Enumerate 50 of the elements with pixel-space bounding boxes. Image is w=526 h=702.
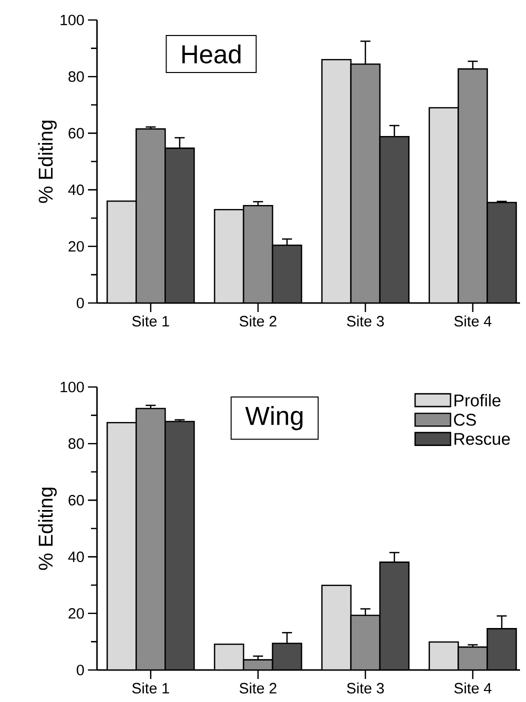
- x-tick-label: Site 2: [240, 682, 276, 694]
- x-tick-label: Site 1: [132, 316, 170, 326]
- y-tick-label: 100: [60, 14, 84, 26]
- y-tick-label: 80: [68, 71, 84, 82]
- bar: [350, 615, 380, 670]
- legend-label: CS: [454, 414, 476, 426]
- bar: [214, 644, 244, 670]
- y-tick-label: 20: [68, 608, 84, 619]
- y-tick-label: 40: [68, 552, 84, 562]
- bar: [272, 643, 302, 670]
- bar: [428, 641, 459, 670]
- legend-label: Rescue: [454, 433, 510, 445]
- y-tick-label: 80: [68, 438, 84, 449]
- legend-label: Profile: [454, 394, 500, 406]
- bar: [458, 646, 488, 670]
- bar: [165, 422, 194, 670]
- bar: [107, 201, 136, 303]
- y-tick-label: 60: [68, 494, 84, 506]
- text: Wing: [245, 406, 302, 430]
- y-tick-label: 20: [68, 241, 84, 252]
- bar: [486, 202, 517, 303]
- bar: [272, 245, 302, 303]
- text: Head: [182, 44, 240, 64]
- bar: [136, 128, 166, 303]
- x-tick-label: Site 2: [240, 316, 276, 326]
- bar: [107, 422, 136, 670]
- bar: [165, 148, 194, 303]
- bar: [322, 585, 351, 670]
- bar: [350, 64, 380, 303]
- bar: [486, 628, 517, 670]
- x-tick-label: Site 3: [346, 682, 384, 694]
- y-axis-title: % Editing: [38, 488, 57, 570]
- y-tick-label: 0: [76, 298, 84, 308]
- bar: [136, 408, 166, 670]
- x-tick-label: Site 1: [132, 682, 170, 694]
- x-tick-label: Site 4: [454, 316, 492, 326]
- bar: [428, 107, 459, 303]
- y-tick-label: 0: [76, 664, 84, 676]
- y-tick-label: 60: [68, 128, 84, 138]
- bar: [244, 206, 273, 303]
- y-tick-label: 40: [68, 184, 84, 196]
- bar: [214, 210, 244, 303]
- x-tick-label: Site 4: [454, 682, 492, 694]
- bar: [380, 136, 409, 303]
- x-tick-label: Site 3: [346, 316, 384, 326]
- bar: [380, 562, 409, 670]
- bar: [322, 60, 351, 303]
- bar: [458, 68, 488, 303]
- y-tick-label: 100: [60, 382, 84, 392]
- y-axis-title: % Editing: [38, 120, 57, 203]
